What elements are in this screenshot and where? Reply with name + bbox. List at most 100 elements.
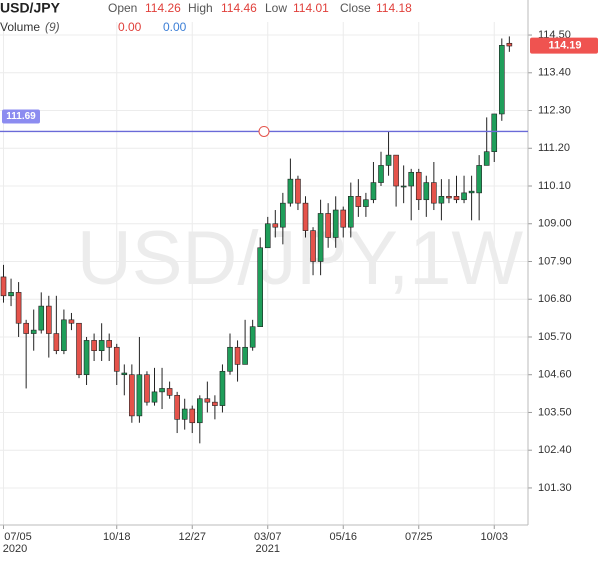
candle-body	[257, 247, 264, 327]
candle-body	[30, 329, 37, 334]
candle-body	[181, 408, 188, 420]
header-label: High	[188, 1, 213, 15]
candle-body	[83, 340, 90, 376]
candle-body	[332, 209, 339, 238]
candle-body	[53, 333, 60, 351]
candle-body	[227, 346, 233, 372]
candle-body	[113, 346, 120, 372]
header-value: 114.46	[221, 1, 257, 15]
y-tick-label: 102.40	[538, 444, 572, 456]
candle-body	[415, 171, 422, 201]
candle-body	[438, 196, 445, 204]
y-tick-label: 110.10	[538, 180, 571, 192]
candle-body	[280, 202, 286, 228]
candle-body	[264, 223, 271, 249]
candle-body	[45, 305, 52, 334]
candle-body	[506, 42, 513, 47]
x-tick-label: 07/05	[4, 531, 32, 543]
x-tick-label: 03/07	[254, 531, 282, 543]
header-label: Low	[265, 1, 287, 15]
candle-body	[242, 346, 248, 365]
x-tick-label: 07/25	[405, 531, 433, 543]
watermark: USD/JPY,1W	[77, 216, 524, 301]
candle-body	[204, 398, 211, 403]
candle-body	[76, 322, 82, 376]
candle-body	[302, 202, 309, 231]
x-tick-label: 10/18	[103, 531, 131, 543]
candle-body	[0, 276, 7, 297]
candle-body	[129, 374, 135, 417]
candle-body	[317, 213, 324, 262]
x-tick-label: 05/16	[329, 531, 357, 543]
candle-body	[38, 305, 45, 331]
candle-body	[189, 408, 196, 424]
candle-body	[23, 322, 29, 334]
price-tag	[530, 37, 598, 54]
candle-body	[121, 372, 128, 376]
candle-body	[370, 182, 377, 201]
volume-value: 0.00	[118, 20, 142, 34]
candle-body	[151, 391, 158, 403]
candle-body	[423, 182, 430, 201]
candle-body	[340, 209, 347, 228]
x-tick-label: 12/27	[178, 531, 206, 543]
candle-body	[106, 340, 112, 348]
candle-body	[174, 395, 180, 420]
candle-body	[8, 292, 14, 297]
candle-body	[295, 178, 301, 204]
candle-body	[144, 374, 150, 403]
candle-body	[476, 165, 482, 194]
volume-period: (9)	[45, 20, 60, 34]
candle-body	[498, 45, 505, 115]
candle-body	[136, 374, 143, 417]
candle-body	[219, 370, 226, 406]
y-tick-label: 103.50	[538, 406, 572, 418]
price-tag-label: 114.19	[548, 40, 581, 52]
header-label: Close	[340, 1, 371, 15]
x-tick-label: 10/03	[480, 531, 508, 543]
candle-body	[468, 190, 475, 194]
header-label: Open	[108, 1, 137, 15]
candle-body	[15, 292, 22, 324]
candle-body	[491, 113, 498, 152]
candle-body	[483, 151, 490, 166]
line-handle	[258, 125, 270, 137]
volume-label: Volume	[0, 20, 40, 34]
hline-label: 111.69	[6, 111, 36, 122]
header-value: 114.01	[293, 1, 329, 15]
y-tick-label: 107.90	[538, 255, 572, 267]
candle-body	[325, 213, 331, 238]
y-tick-label: 112.30	[538, 104, 571, 116]
candle-body	[355, 196, 362, 207]
candle-body	[68, 319, 75, 324]
y-tick-label: 106.80	[538, 293, 572, 305]
candle-body	[91, 340, 97, 351]
candle-body	[393, 154, 399, 187]
y-tick-label: 109.00	[538, 218, 572, 230]
candle-body	[408, 171, 415, 187]
hline-tag	[2, 109, 40, 124]
candle-body	[400, 185, 407, 188]
candle-body	[212, 401, 218, 406]
y-tick-label: 111.20	[538, 142, 570, 154]
volume-value: 0.00	[163, 20, 187, 34]
candle-body	[453, 196, 460, 201]
candle-body	[249, 326, 256, 348]
candle-body	[446, 196, 452, 199]
x-year-label: 2020	[3, 543, 27, 555]
candle-body	[378, 165, 384, 183]
candle-body	[61, 319, 67, 351]
candle-body	[98, 340, 105, 351]
y-tick-label: 105.70	[538, 331, 572, 343]
candle-body	[234, 346, 241, 365]
candle-body	[166, 388, 173, 396]
candle-body	[461, 192, 467, 201]
candle-body	[347, 196, 354, 228]
candle-body	[197, 398, 203, 424]
candle-body	[287, 178, 294, 204]
header-value: 114.26	[145, 1, 181, 15]
y-tick-label: 104.60	[538, 369, 572, 381]
candle-body	[272, 223, 279, 228]
y-tick-label: 113.40	[538, 67, 571, 79]
